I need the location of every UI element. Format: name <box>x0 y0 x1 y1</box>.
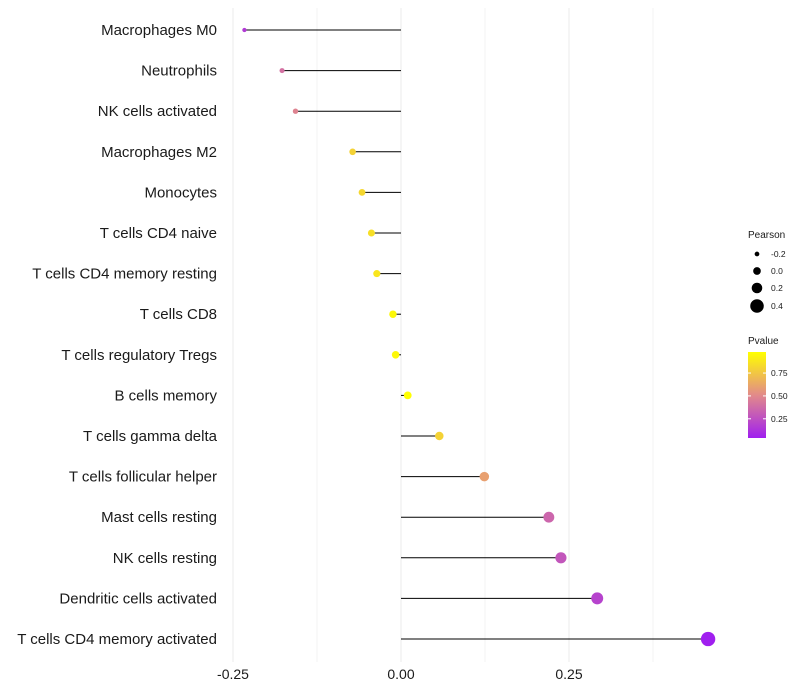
grid-lines <box>232 8 654 662</box>
size-legend-label: -0.2 <box>771 249 786 259</box>
lollipop-point <box>358 188 366 196</box>
category-label: Macrophages M0 <box>101 22 217 39</box>
lollipop-point <box>700 631 716 647</box>
x-tick-label: -0.25 <box>217 666 249 682</box>
size-legend-key <box>753 267 761 275</box>
lollipop-point <box>555 552 567 564</box>
category-label: T cells CD4 memory activated <box>17 631 217 648</box>
size-legend-label: 0.4 <box>771 301 783 311</box>
category-label: Monocytes <box>144 184 217 201</box>
lollipop-point <box>367 229 375 237</box>
lollipop-point <box>543 511 555 523</box>
category-label: Macrophages M2 <box>101 144 217 161</box>
size-legend-title: Pearson <box>748 230 785 241</box>
lollipop-point <box>403 391 412 400</box>
legend: Pearson Pvalue -0.2 0.0 0.2 0.4 0.75 0.50 0.25 <box>748 230 788 438</box>
category-label: Neutrophils <box>141 63 217 80</box>
category-label: B cells memory <box>114 387 217 404</box>
lollipop-segments <box>244 29 709 640</box>
category-labels: Macrophages M0 Neutrophils NK cells activa… <box>17 22 217 648</box>
size-legend-key <box>754 251 760 257</box>
category-label: T cells CD8 <box>140 306 217 323</box>
lollipop-points <box>242 27 716 647</box>
lollipop-point <box>591 592 604 605</box>
category-label: T cells follicular helper <box>69 469 217 486</box>
color-legend-label: 0.75 <box>771 368 788 378</box>
category-label: T cells gamma delta <box>83 428 218 445</box>
size-legend-label: 0.0 <box>771 266 783 276</box>
category-label: Dendritic cells activated <box>59 590 217 607</box>
lollipop-point <box>479 471 490 482</box>
color-bar <box>748 352 766 438</box>
category-label: T cells regulatory Tregs <box>61 347 217 364</box>
x-axis-ticks: -0.25 0.00 0.25 <box>217 666 583 682</box>
category-label: Mast cells resting <box>101 509 217 526</box>
size-legend-key <box>750 299 764 313</box>
category-label: NK cells resting <box>113 550 217 567</box>
x-tick-label: 0.25 <box>555 666 582 682</box>
color-legend-label: 0.50 <box>771 391 788 401</box>
lollipop-point <box>349 148 356 156</box>
lollipop-point <box>373 270 381 278</box>
category-label: NK cells activated <box>98 103 217 120</box>
category-label: T cells CD4 naive <box>100 225 217 242</box>
x-tick-label: 0.00 <box>387 666 414 682</box>
size-legend-key <box>751 282 763 294</box>
lollipop-point <box>391 351 400 359</box>
lollipop-point <box>279 68 285 74</box>
lollipop-point <box>242 27 247 33</box>
lollipop-point <box>389 310 397 318</box>
color-legend-label: 0.25 <box>771 414 788 424</box>
lollipop-point <box>292 108 299 114</box>
color-legend-title: Pvalue <box>748 336 779 347</box>
category-label: T cells CD4 memory resting <box>32 266 217 283</box>
size-legend-label: 0.2 <box>771 283 783 293</box>
lollipop-point <box>435 431 444 441</box>
